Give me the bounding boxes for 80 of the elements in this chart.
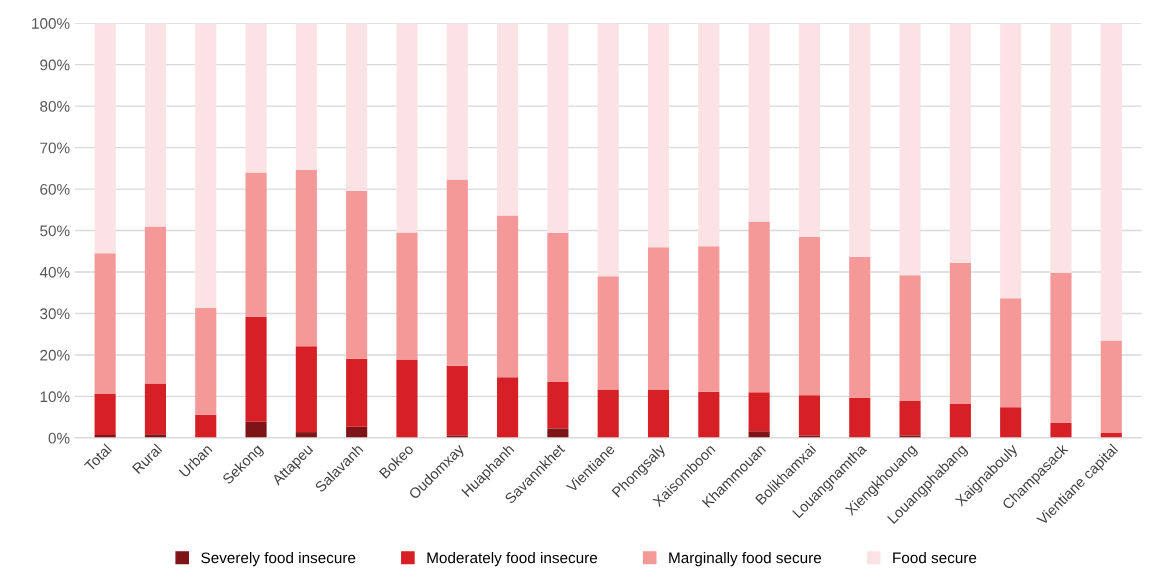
bar bbox=[94, 23, 116, 254]
bar bbox=[547, 23, 569, 234]
bar bbox=[798, 395, 820, 436]
bar bbox=[245, 421, 267, 438]
bar bbox=[547, 428, 569, 438]
bar bbox=[949, 23, 971, 263]
bar bbox=[94, 253, 116, 394]
bar bbox=[245, 172, 267, 317]
bar bbox=[748, 392, 770, 432]
y-tick-label: 100% bbox=[32, 18, 70, 29]
bar bbox=[647, 389, 670, 438]
legend-label: Food secure bbox=[893, 552, 977, 564]
bar bbox=[1050, 422, 1072, 438]
bar bbox=[195, 308, 217, 415]
y-tick-label: 30% bbox=[40, 308, 70, 320]
y-tick-label: 90% bbox=[40, 59, 70, 71]
bar bbox=[295, 170, 317, 347]
y-tick-label: 70% bbox=[40, 142, 70, 154]
bar bbox=[446, 23, 468, 180]
y-tick-label: 80% bbox=[40, 101, 70, 112]
bar bbox=[1000, 407, 1022, 438]
bar bbox=[698, 391, 720, 438]
bar bbox=[446, 365, 468, 436]
bar bbox=[1050, 23, 1072, 273]
y-tick-label: 20% bbox=[40, 349, 70, 361]
bar bbox=[497, 23, 519, 216]
bar bbox=[748, 431, 770, 438]
bar bbox=[396, 232, 418, 360]
bar bbox=[1100, 23, 1122, 341]
bar bbox=[195, 23, 217, 309]
bar bbox=[899, 275, 921, 401]
y-tick-label: 60% bbox=[40, 183, 70, 195]
bar bbox=[949, 262, 971, 404]
bar bbox=[849, 256, 871, 398]
bar bbox=[597, 389, 619, 438]
bar bbox=[647, 247, 670, 390]
bar bbox=[849, 23, 871, 257]
bar bbox=[547, 233, 569, 382]
y-tick-label: 40% bbox=[39, 266, 70, 278]
bar bbox=[396, 359, 418, 438]
bar bbox=[597, 276, 619, 390]
bar bbox=[597, 23, 619, 277]
bar bbox=[1100, 340, 1122, 433]
bar bbox=[245, 316, 267, 422]
bar bbox=[94, 393, 116, 435]
bar bbox=[144, 23, 166, 227]
bar bbox=[1000, 298, 1022, 408]
bar bbox=[798, 23, 820, 237]
bar bbox=[1000, 23, 1022, 299]
bar bbox=[899, 23, 921, 276]
bar bbox=[1050, 272, 1072, 423]
bar bbox=[547, 381, 569, 429]
y-tick-label: 0% bbox=[48, 432, 70, 444]
y-tick-label: 10% bbox=[40, 391, 70, 403]
bar bbox=[899, 400, 921, 436]
bar bbox=[748, 221, 770, 393]
bar bbox=[497, 215, 519, 378]
bar bbox=[748, 23, 770, 222]
bar bbox=[698, 246, 720, 392]
bar bbox=[295, 23, 317, 170]
bar bbox=[949, 403, 971, 438]
bar bbox=[245, 23, 267, 173]
bar bbox=[295, 346, 317, 433]
bar bbox=[144, 383, 166, 435]
legend-label: Severely food insecure bbox=[201, 552, 356, 567]
bar bbox=[346, 23, 368, 191]
legend-label: Marginally food secure bbox=[669, 552, 822, 567]
bar bbox=[446, 179, 468, 366]
legend-label: Moderately food insecure bbox=[427, 552, 598, 567]
bar bbox=[195, 414, 217, 438]
bar bbox=[798, 236, 820, 396]
bar bbox=[647, 23, 670, 248]
bar bbox=[346, 358, 368, 427]
bar bbox=[346, 190, 368, 359]
bar bbox=[396, 23, 418, 233]
y-tick-label: 50% bbox=[40, 225, 70, 237]
bar bbox=[849, 397, 871, 438]
bar bbox=[144, 226, 166, 384]
bar bbox=[698, 23, 720, 247]
bar bbox=[497, 377, 519, 438]
